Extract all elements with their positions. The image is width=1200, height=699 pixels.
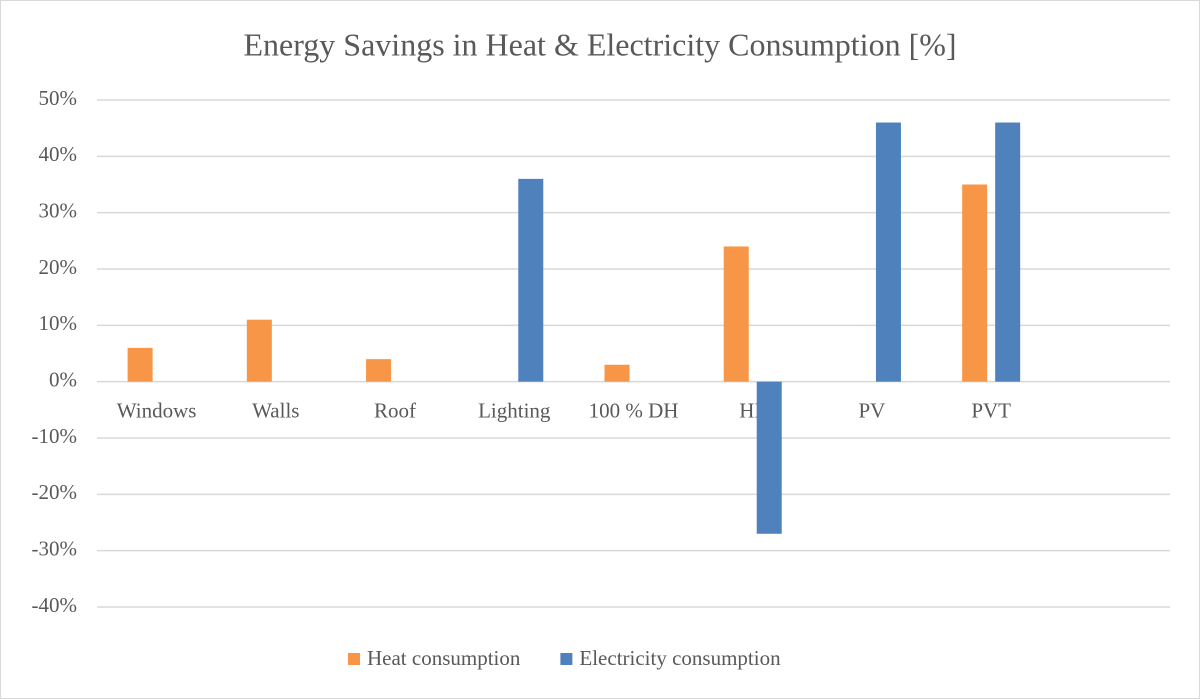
bar: [723, 246, 749, 382]
y-tick-label: -10%: [32, 424, 78, 448]
bar: [518, 178, 544, 382]
y-tick-label: 40%: [39, 142, 78, 166]
x-tick-label: Roof: [374, 398, 416, 422]
legend-label: Electricity consumption: [579, 646, 781, 670]
y-tick-label: -30%: [32, 536, 78, 560]
x-tick-label: 100 % DH: [589, 398, 679, 422]
legend-swatch: [348, 653, 360, 665]
x-tick-label: Walls: [252, 398, 299, 422]
bar: [127, 347, 153, 382]
y-tick-label: 20%: [39, 255, 78, 279]
legend-label: Heat consumption: [367, 646, 521, 670]
y-tick-label: 0%: [49, 367, 77, 391]
y-tick-label: 10%: [39, 311, 78, 335]
y-tick-label: 50%: [39, 86, 78, 110]
y-tick-label: -40%: [32, 593, 78, 617]
bar: [962, 184, 988, 382]
y-tick-label: -20%: [32, 480, 78, 504]
bar: [756, 381, 782, 534]
chart-title: Energy Savings in Heat & Electricity Con…: [243, 26, 956, 62]
bar: [604, 364, 630, 382]
bar: [366, 359, 392, 382]
legend-swatch: [560, 653, 573, 665]
bar: [875, 122, 901, 382]
bar: [995, 122, 1021, 382]
x-tick-label: PV: [859, 398, 886, 422]
y-tick-label: 30%: [39, 198, 78, 222]
x-tick-label: Windows: [117, 398, 197, 422]
bar: [246, 319, 272, 382]
x-tick-label: PVT: [971, 398, 1011, 422]
x-tick-label: Lighting: [478, 398, 551, 422]
